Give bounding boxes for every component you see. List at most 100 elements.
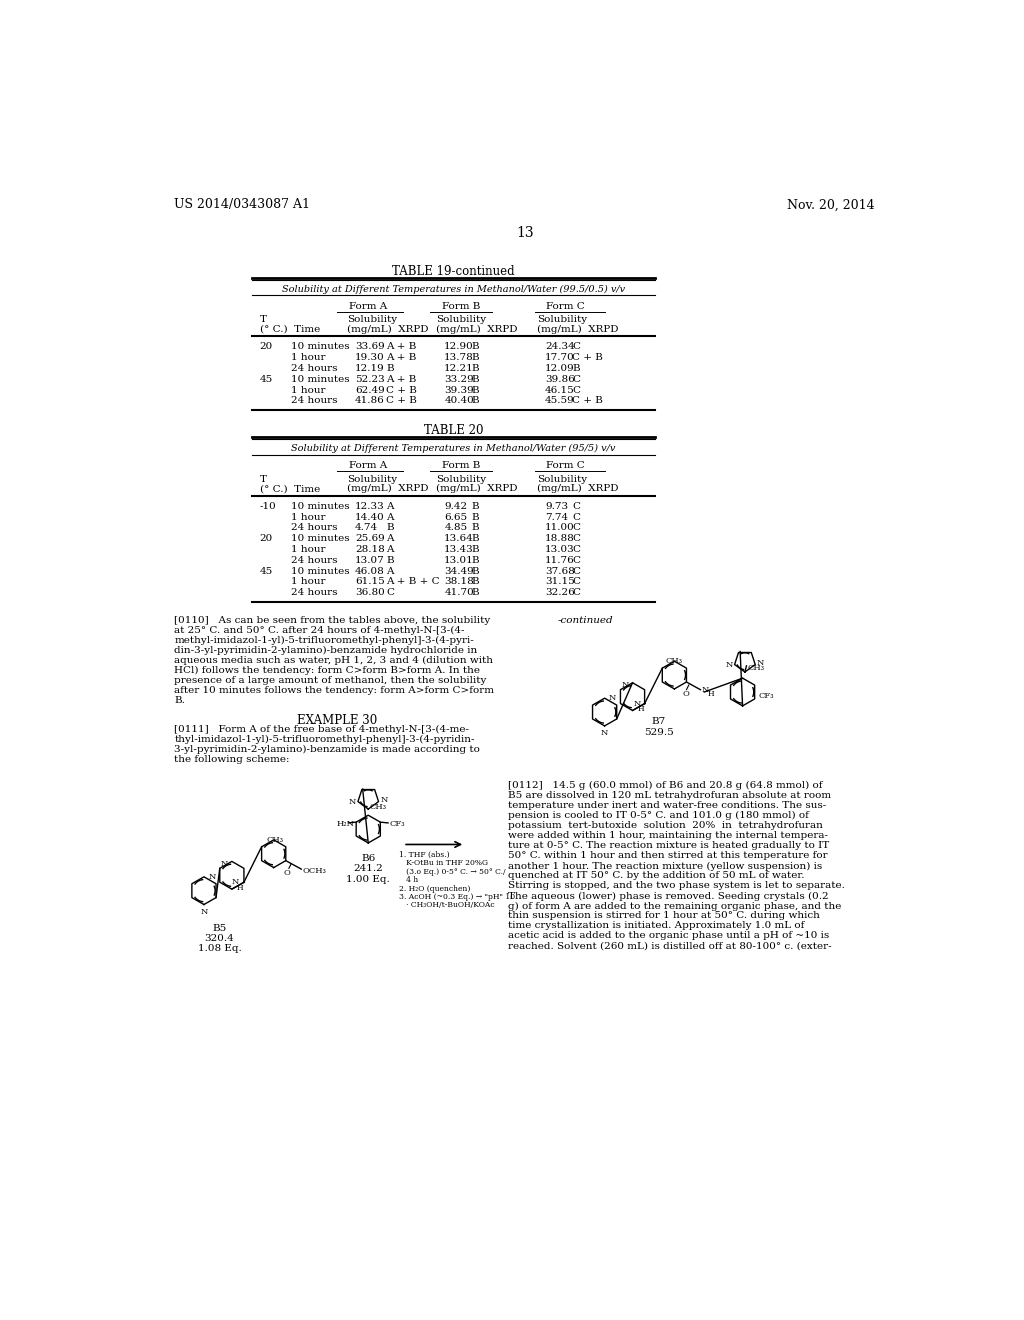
Text: aqueous media such as water, pH 1, 2, 3 and 4 (dilution with: aqueous media such as water, pH 1, 2, 3 …	[174, 656, 494, 665]
Text: C: C	[386, 589, 394, 597]
Text: N: N	[622, 681, 629, 689]
Text: 13.78: 13.78	[444, 354, 474, 362]
Text: Form A: Form A	[349, 461, 387, 470]
Text: 31.15: 31.15	[545, 577, 574, 586]
Text: O: O	[284, 869, 291, 876]
Text: 1.00 Eq.: 1.00 Eq.	[346, 874, 390, 883]
Text: 18.88: 18.88	[545, 535, 574, 543]
Text: 1 hour: 1 hour	[291, 512, 326, 521]
Text: after 10 minutes follows the tendency: form A>form C>form: after 10 minutes follows the tendency: f…	[174, 686, 495, 694]
Text: reached. Solvent (260 mL) is distilled off at 80-100° c. (exter-: reached. Solvent (260 mL) is distilled o…	[508, 941, 831, 950]
Text: 10 minutes: 10 minutes	[291, 566, 349, 576]
Text: 12.21: 12.21	[444, 364, 474, 374]
Text: 13.01: 13.01	[444, 556, 474, 565]
Text: Form C: Form C	[547, 302, 586, 310]
Text: 13.43: 13.43	[444, 545, 474, 554]
Text: C: C	[572, 524, 580, 532]
Text: C: C	[572, 342, 580, 351]
Text: 37.68: 37.68	[545, 566, 574, 576]
Text: (mg/mL)  XRPD: (mg/mL) XRPD	[436, 325, 518, 334]
Text: B: B	[471, 364, 479, 374]
Text: time crystallization is initiated. Approximately 1.0 mL of: time crystallization is initiated. Appro…	[508, 921, 804, 931]
Text: 7.74: 7.74	[545, 512, 568, 521]
Text: 46.15: 46.15	[545, 385, 574, 395]
Text: (mg/mL)  XRPD: (mg/mL) XRPD	[347, 484, 429, 494]
Text: 10 minutes: 10 minutes	[291, 375, 349, 384]
Text: [0112]   14.5 g (60.0 mmol) of B6 and 20.8 g (64.8 mmol) of: [0112] 14.5 g (60.0 mmol) of B6 and 20.8…	[508, 781, 822, 791]
Text: The aqueous (lower) phase is removed. Seeding crystals (0.2: The aqueous (lower) phase is removed. Se…	[508, 891, 828, 900]
Text: CF₃: CF₃	[759, 692, 774, 700]
Text: 12.09: 12.09	[545, 364, 574, 374]
Text: thin suspension is stirred for 1 hour at 50° C. during which: thin suspension is stirred for 1 hour at…	[508, 911, 819, 920]
Text: C + B: C + B	[572, 354, 603, 362]
Text: 24 hours: 24 hours	[291, 524, 337, 532]
Text: 10 minutes: 10 minutes	[291, 535, 349, 543]
Text: A + B: A + B	[386, 354, 417, 362]
Text: 45: 45	[260, 566, 273, 576]
Text: 11.00: 11.00	[545, 524, 574, 532]
Text: 33.29: 33.29	[444, 375, 474, 384]
Text: thyl-imidazol-1-yl)-5-trifluoromethyl-phenyl]-3-(4-pyridin-: thyl-imidazol-1-yl)-5-trifluoromethyl-ph…	[174, 735, 475, 744]
Text: 17.70: 17.70	[545, 354, 574, 362]
Text: 1.08 Eq.: 1.08 Eq.	[198, 944, 242, 953]
Text: B: B	[471, 354, 479, 362]
Text: 4.74: 4.74	[355, 524, 378, 532]
Text: 41.70: 41.70	[444, 589, 474, 597]
Text: B6: B6	[361, 854, 376, 863]
Text: 36.80: 36.80	[355, 589, 385, 597]
Text: (mg/mL)  XRPD: (mg/mL) XRPD	[347, 325, 429, 334]
Text: B.: B.	[174, 696, 185, 705]
Text: 529.5: 529.5	[644, 729, 674, 737]
Text: C: C	[572, 385, 580, 395]
Text: OCH₃: OCH₃	[303, 867, 327, 875]
Text: 13.64: 13.64	[444, 535, 474, 543]
Text: Solubility: Solubility	[347, 315, 397, 325]
Text: B: B	[386, 364, 393, 374]
Text: B7: B7	[651, 718, 666, 726]
Text: 320.4: 320.4	[205, 933, 234, 942]
Text: 40.40: 40.40	[444, 396, 474, 405]
Text: N: N	[634, 700, 641, 708]
Text: CH₃: CH₃	[266, 836, 284, 843]
Text: 14.40: 14.40	[355, 512, 385, 521]
Text: 2. H₂O (quenchen): 2. H₂O (quenchen)	[399, 884, 471, 892]
Text: -continued: -continued	[558, 615, 613, 624]
Text: 13.03: 13.03	[545, 545, 574, 554]
Text: N: N	[220, 859, 227, 867]
Text: C: C	[572, 512, 580, 521]
Text: N: N	[609, 694, 616, 702]
Text: 1 hour: 1 hour	[291, 577, 326, 586]
Text: B: B	[471, 396, 479, 405]
Text: B5 are dissolved in 120 mL tetrahydrofuran absolute at room: B5 are dissolved in 120 mL tetrahydrofur…	[508, 792, 830, 800]
Text: TABLE 20: TABLE 20	[424, 424, 483, 437]
Text: 10 minutes: 10 minutes	[291, 342, 349, 351]
Text: N: N	[201, 908, 208, 916]
Text: A: A	[386, 566, 393, 576]
Text: B: B	[471, 556, 479, 565]
Text: 13.07: 13.07	[355, 556, 385, 565]
Text: A: A	[386, 512, 393, 521]
Text: B: B	[471, 589, 479, 597]
Text: Form B: Form B	[442, 461, 480, 470]
Text: 24 hours: 24 hours	[291, 396, 337, 405]
Text: B: B	[471, 545, 479, 554]
Text: B: B	[471, 342, 479, 351]
Text: B: B	[471, 385, 479, 395]
Text: CH₃: CH₃	[748, 664, 765, 672]
Text: CH₃: CH₃	[666, 657, 683, 665]
Text: 34.49: 34.49	[444, 566, 474, 576]
Text: (mg/mL)  XRPD: (mg/mL) XRPD	[538, 325, 618, 334]
Text: C: C	[572, 502, 580, 511]
Text: 10 minutes: 10 minutes	[291, 502, 349, 511]
Text: N: N	[702, 686, 710, 694]
Text: Solubility: Solubility	[538, 475, 588, 484]
Text: the following scheme:: the following scheme:	[174, 755, 290, 764]
Text: 12.90: 12.90	[444, 342, 474, 351]
Text: din-3-yl-pyrimidin-2-ylamino)-benzamide hydrochloride in: din-3-yl-pyrimidin-2-ylamino)-benzamide …	[174, 645, 478, 655]
Text: Form A: Form A	[349, 302, 387, 310]
Text: C + B: C + B	[386, 396, 417, 405]
Text: H: H	[708, 689, 714, 697]
Text: 1 hour: 1 hour	[291, 354, 326, 362]
Text: 39.86: 39.86	[545, 375, 574, 384]
Text: 241.2: 241.2	[353, 865, 383, 874]
